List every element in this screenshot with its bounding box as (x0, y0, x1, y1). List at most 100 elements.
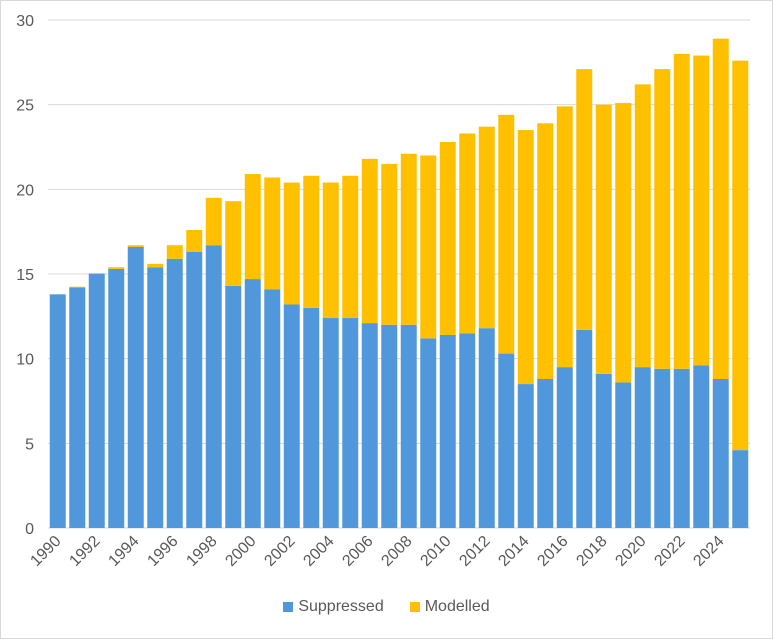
x-tick-label: 1996 (144, 533, 181, 570)
bar-modelled (147, 263, 164, 268)
y-tick-label: 0 (25, 521, 34, 538)
bar-suppressed (478, 328, 495, 528)
bar-modelled (283, 182, 300, 305)
legend-item-modelled: Modelled (409, 598, 490, 616)
bar-suppressed (498, 353, 515, 528)
bar-modelled (517, 130, 534, 385)
bar-suppressed (264, 289, 281, 528)
bar-suppressed (147, 267, 164, 528)
bar-suppressed (381, 324, 398, 528)
x-tick-label: 2014 (495, 533, 532, 570)
bar-modelled (342, 175, 359, 319)
bar-suppressed (205, 245, 222, 529)
x-tick-label: 2018 (573, 533, 610, 570)
bar-modelled (264, 177, 281, 290)
bar-modelled (654, 69, 671, 369)
bar-suppressed (400, 324, 417, 528)
bar-suppressed (712, 378, 729, 528)
bar-suppressed (49, 294, 66, 528)
x-tick-label: 2010 (417, 533, 454, 570)
bar-suppressed (127, 246, 144, 528)
y-tick-label: 30 (16, 13, 34, 30)
bar-modelled (439, 141, 456, 335)
bar-modelled (595, 104, 612, 374)
bar-suppressed (88, 274, 105, 528)
bar-modelled (673, 53, 690, 369)
x-tick-label: 1994 (105, 533, 142, 570)
bar-suppressed (166, 258, 183, 528)
y-tick-label: 20 (16, 182, 34, 199)
bar-modelled (478, 126, 495, 329)
bar-suppressed (615, 382, 632, 528)
bar-suppressed (342, 318, 359, 528)
x-tick-label: 2000 (222, 533, 259, 570)
bar-suppressed (537, 378, 554, 528)
bar-suppressed (69, 287, 86, 528)
x-tick-label: 2008 (378, 533, 415, 570)
bar-modelled (732, 60, 749, 451)
legend-item-suppressed: Suppressed (283, 598, 384, 616)
bar-suppressed (732, 450, 749, 528)
bar-suppressed (517, 384, 534, 528)
legend-label-suppressed: Suppressed (298, 598, 384, 615)
bar-suppressed (439, 334, 456, 528)
x-tick-label: 2006 (339, 533, 376, 570)
x-tick-label: 2012 (456, 533, 493, 570)
bar-modelled (127, 245, 144, 247)
bar-suppressed (654, 368, 671, 528)
x-tick-label: 1990 (27, 533, 64, 570)
bar-modelled (400, 153, 417, 325)
x-tick-label: 1992 (66, 533, 103, 570)
bar-modelled (420, 155, 437, 339)
bar-suppressed (108, 268, 125, 528)
bar-suppressed (283, 304, 300, 528)
bar-modelled (225, 201, 242, 286)
x-tick-label: 2022 (651, 533, 688, 570)
bar-suppressed (361, 323, 378, 528)
bar-suppressed (634, 367, 651, 528)
bar-suppressed (693, 365, 710, 528)
bar-suppressed (244, 279, 261, 528)
bar-suppressed (225, 285, 242, 528)
bar-suppressed (673, 368, 690, 528)
x-tick-label: 2002 (261, 533, 298, 570)
y-tick-label: 15 (16, 267, 34, 284)
x-tick-label: 1998 (183, 533, 220, 570)
legend-label-modelled: Modelled (424, 598, 490, 615)
x-tick-label: 2004 (300, 533, 337, 570)
bar-modelled (381, 163, 398, 325)
bar-suppressed (420, 338, 437, 528)
bar-modelled (615, 102, 632, 383)
x-tick-label: 2016 (534, 533, 571, 570)
bar-modelled (322, 182, 339, 319)
bar-modelled (712, 38, 729, 379)
bar-suppressed (322, 318, 339, 528)
x-tick-label: 2020 (612, 533, 649, 570)
bar-modelled (537, 123, 554, 379)
bar-modelled (576, 69, 593, 330)
bar-modelled (634, 84, 651, 368)
bar-modelled (303, 175, 320, 308)
bar-modelled (693, 55, 710, 366)
bar-suppressed (303, 307, 320, 528)
bar-modelled (244, 174, 261, 280)
bar-modelled (108, 267, 125, 269)
bar-modelled (88, 273, 105, 274)
y-tick-label: 10 (16, 352, 34, 369)
bar-suppressed (186, 251, 203, 528)
bar-suppressed (556, 367, 573, 528)
legend-swatch-modelled (409, 602, 420, 612)
bar-modelled (498, 114, 515, 354)
bar-modelled (69, 286, 86, 288)
y-tick-label: 25 (16, 98, 34, 115)
bar-modelled (205, 197, 222, 246)
bar-suppressed (576, 329, 593, 528)
bar-modelled (186, 229, 203, 252)
legend-swatch-suppressed (283, 602, 294, 612)
bar-suppressed (595, 373, 612, 528)
bar-suppressed (459, 333, 476, 528)
legend: Suppressed Modelled (0, 598, 773, 616)
y-tick-label: 5 (25, 436, 34, 453)
bar-modelled (166, 245, 183, 259)
